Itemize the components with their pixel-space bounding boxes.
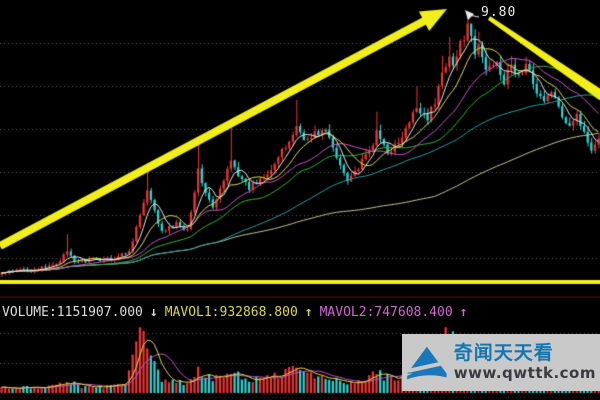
volume-indicator-bar: VOLUME:1151907.000 ↓ MAVOL1:932868.800 ↑…	[2, 302, 468, 322]
mavol1-trend-up-icon: ↑	[304, 304, 313, 320]
watermark-text: 奇闻天天看 www.qwttk.com	[453, 341, 596, 382]
watermark-site-url: www.qwttk.com	[453, 363, 596, 382]
mavol2-trend-up-icon: ↑	[459, 304, 468, 320]
site-watermark: 奇闻天天看 www.qwttk.com	[402, 334, 600, 391]
volume-value: VOLUME:1151907.000	[2, 304, 143, 320]
volume-trend-down-icon: ↓	[149, 304, 158, 320]
watermark-site-name: 奇闻天天看	[453, 341, 554, 364]
peak-price-annotation: 9.80	[481, 5, 517, 20]
mountain-swoosh-logo-icon	[407, 346, 447, 379]
mavol1-value: MAVOL1:932868.800	[164, 304, 298, 320]
mavol2-value: MAVOL2:747608.400	[319, 304, 453, 320]
